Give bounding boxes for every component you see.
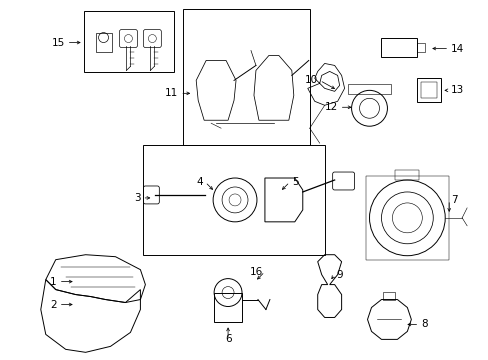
Bar [143,145,324,255]
Bar [365,176,448,260]
Bar [421,82,436,98]
Text: 15: 15 [51,37,64,48]
Text: 10: 10 [304,75,317,85]
Bar [381,37,416,58]
Text: 12: 12 [324,102,337,112]
Bar [95,32,111,53]
Text: 13: 13 [450,85,464,95]
Text: 2: 2 [50,300,57,310]
Text: 3: 3 [134,193,140,203]
Text: 6: 6 [224,334,231,345]
Text: 16: 16 [249,267,263,276]
Text: 8: 8 [421,319,427,329]
Text: 4: 4 [196,177,203,187]
Bar [183,9,309,145]
Bar [416,42,425,53]
Bar [214,293,242,323]
Bar [395,170,419,180]
Text: 1: 1 [50,276,57,287]
Bar [383,292,395,300]
Text: 9: 9 [336,270,343,280]
Bar [416,78,440,102]
Text: 11: 11 [164,88,178,98]
Text: 14: 14 [450,44,464,54]
Text: 7: 7 [450,195,457,205]
Bar [83,11,174,72]
Text: 5: 5 [291,177,298,187]
Bar [347,84,390,94]
